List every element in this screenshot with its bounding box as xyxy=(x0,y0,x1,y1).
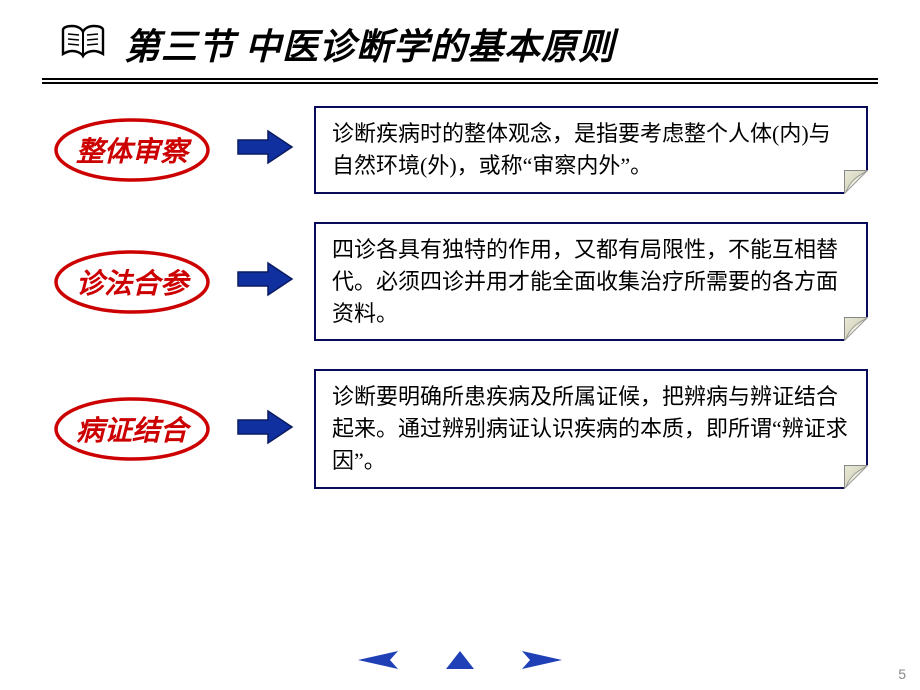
nav-next-icon[interactable] xyxy=(520,649,564,676)
arrow-icon xyxy=(234,259,296,304)
principle-description: 诊断疾病时的整体观念，是指要考虑整个人体(内)与自然环境(外)，或称“审察内外”… xyxy=(332,121,831,178)
principle-row: 病证结合 诊断要明确所患疾病及所属证候，把辨病与辨证结合起来。通过辨别病证认识疾… xyxy=(52,369,868,489)
principle-description-box: 四诊各具有独特的作用，又都有局限性，不能互相替代。必须四诊并用才能全面收集治疗所… xyxy=(314,222,868,342)
page-curl-icon xyxy=(844,170,868,194)
nav-home-icon[interactable] xyxy=(444,649,476,676)
arrow-icon xyxy=(234,407,296,452)
principle-description: 四诊各具有独特的作用，又都有局限性，不能互相替代。必须四诊并用才能全面收集治疗所… xyxy=(332,237,838,326)
principle-row: 诊法合参 四诊各具有独特的作用，又都有局限性，不能互相替代。必须四诊并用才能全面… xyxy=(52,222,868,342)
principle-oval: 诊法合参 xyxy=(52,248,212,316)
principle-description-box: 诊断要明确所患疾病及所属证候，把辨病与辨证结合起来。通过辨别病证认识疾病的本质，… xyxy=(314,369,868,489)
slide-header: 第三节 中医诊断学的基本原则 xyxy=(0,0,920,78)
slide-nav xyxy=(0,649,920,676)
principle-row: 整体审察 诊断疾病时的整体观念，是指要考虑整个人体(内)与自然环境(外)，或称“… xyxy=(52,106,868,194)
page-curl-icon xyxy=(844,465,868,489)
book-icon xyxy=(60,24,106,65)
principle-oval: 病证结合 xyxy=(52,395,212,463)
arrow-icon xyxy=(234,127,296,172)
page-curl-icon xyxy=(844,317,868,341)
principle-label: 病证结合 xyxy=(76,409,188,449)
principle-label: 诊法合参 xyxy=(76,262,188,302)
principle-description: 诊断要明确所患疾病及所属证候，把辨病与辨证结合起来。通过辨别病证认识疾病的本质，… xyxy=(332,384,848,473)
nav-prev-icon[interactable] xyxy=(356,649,400,676)
principle-oval: 整体审察 xyxy=(52,116,212,184)
page-number: 5 xyxy=(898,666,906,682)
principle-description-box: 诊断疾病时的整体观念，是指要考虑整个人体(内)与自然环境(外)，或称“审察内外”… xyxy=(314,106,868,194)
title-underline xyxy=(42,78,878,84)
slide-title: 第三节 中医诊断学的基本原则 xyxy=(124,18,615,70)
principle-label: 整体审察 xyxy=(76,130,188,170)
principles-container: 整体审察 诊断疾病时的整体观念，是指要考虑整个人体(内)与自然环境(外)，或称“… xyxy=(0,106,920,489)
